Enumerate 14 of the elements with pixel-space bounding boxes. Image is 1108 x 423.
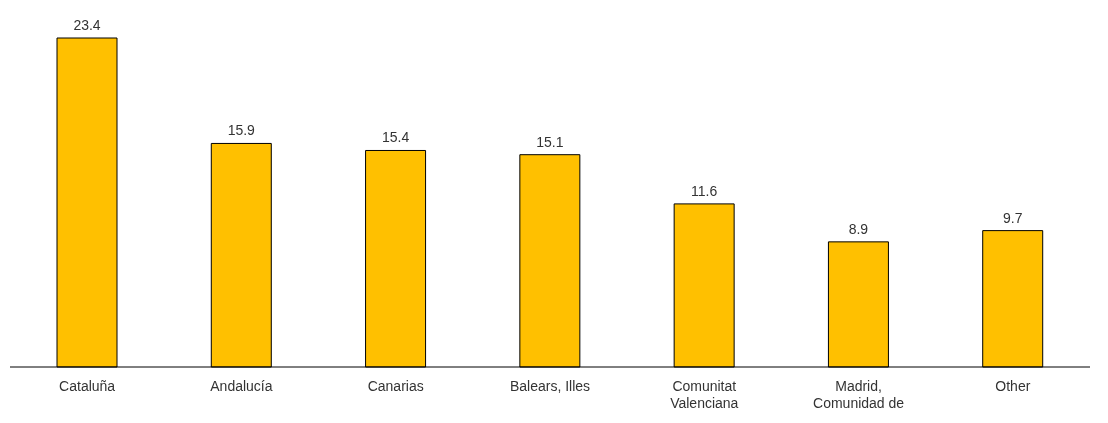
data-label: 15.1 [536, 133, 564, 150]
data-label: 11.6 [691, 182, 718, 199]
data-label: 9.7 [1002, 209, 1023, 226]
x-tick-label: Madrid, Comunidad de [813, 378, 905, 411]
data-label: 15.4 [381, 129, 410, 146]
x-tick-label: Cataluña [59, 378, 116, 394]
data-label: 15.9 [227, 122, 256, 139]
x-tick-label: Canarias [367, 378, 424, 394]
x-tick-label: Balears, Illes [509, 378, 591, 394]
x-tick-label: Other [995, 378, 1031, 394]
x-tick-label: Andalucía [210, 378, 273, 394]
data-label: 8.9 [848, 220, 869, 237]
data-label: 23.4 [73, 17, 101, 33]
x-tick-label: Comunitat Valenciana [670, 378, 739, 411]
